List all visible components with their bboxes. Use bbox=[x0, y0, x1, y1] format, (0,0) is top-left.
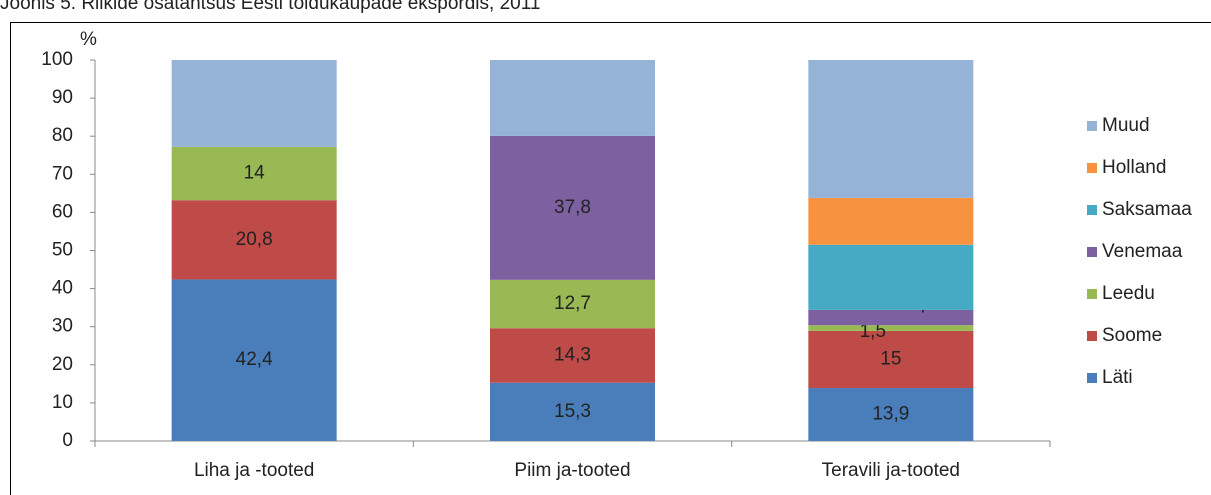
legend-label: Muud bbox=[1102, 115, 1150, 136]
legend-label: Holland bbox=[1102, 157, 1166, 178]
x-tick-label: Piim ja-tooted bbox=[514, 460, 630, 481]
data-label: 15,3 bbox=[554, 401, 591, 422]
y-tick-label: 70 bbox=[52, 163, 73, 184]
legend-swatch bbox=[1087, 289, 1097, 299]
bar-segment bbox=[171, 279, 337, 441]
bar-segment bbox=[808, 244, 974, 310]
data-label: 13,9 bbox=[872, 404, 909, 425]
legend-swatch bbox=[1087, 331, 1097, 341]
data-label: 15 bbox=[880, 348, 901, 369]
bar-segment bbox=[171, 146, 337, 201]
legend-label: Saksamaa bbox=[1102, 199, 1192, 220]
legend-label: Soome bbox=[1102, 325, 1162, 346]
bar-segment bbox=[808, 388, 974, 441]
bar-segment bbox=[808, 330, 974, 389]
bar-segment bbox=[808, 197, 974, 245]
y-axis-label: % bbox=[80, 29, 97, 50]
data-label: 20,8 bbox=[236, 229, 273, 250]
chart-title: Joonis 5. Riikide osatähtsus Eesti toidu… bbox=[0, 0, 540, 14]
bar-segment bbox=[171, 60, 337, 147]
y-tick-label: 100 bbox=[41, 49, 73, 70]
bar-segment bbox=[490, 60, 655, 136]
legend-label: Leedu bbox=[1102, 283, 1155, 304]
data-label: 1,5 bbox=[860, 321, 886, 342]
y-tick-label: 60 bbox=[52, 201, 73, 222]
legend-swatch bbox=[1087, 373, 1097, 383]
bar-segment bbox=[808, 325, 974, 331]
bar-segment bbox=[490, 382, 655, 441]
x-tick-label: Teravili ja-tooted bbox=[822, 460, 960, 481]
data-label: 14 bbox=[244, 163, 266, 184]
y-tick-label: 0 bbox=[62, 430, 73, 451]
y-tick-label: 30 bbox=[52, 316, 73, 337]
y-tick-label: 90 bbox=[52, 87, 73, 108]
y-tick-label: 20 bbox=[52, 354, 73, 375]
legend-swatch bbox=[1087, 163, 1097, 173]
y-tick-label: 40 bbox=[52, 278, 73, 299]
y-tick-label: 10 bbox=[52, 392, 73, 413]
y-tick-label: 50 bbox=[52, 240, 73, 261]
data-label: 14,3 bbox=[554, 344, 591, 365]
chart-frame bbox=[10, 22, 1211, 495]
legend-swatch bbox=[1087, 205, 1097, 215]
legend-label: Läti bbox=[1102, 367, 1133, 388]
data-label: 12,7 bbox=[554, 293, 591, 314]
legend-swatch bbox=[1087, 121, 1097, 131]
bar-segment bbox=[490, 135, 655, 280]
bar-segment bbox=[490, 328, 655, 383]
y-tick-label: 80 bbox=[52, 125, 73, 146]
x-tick-label: Liha ja -tooted bbox=[194, 460, 314, 481]
data-label: 42,4 bbox=[236, 349, 273, 370]
legend-label: Venemaa bbox=[1102, 241, 1183, 262]
bar-segment bbox=[171, 200, 337, 280]
bar-segment bbox=[808, 60, 974, 198]
bar-segment bbox=[808, 309, 974, 326]
data-label: 37,8 bbox=[554, 197, 591, 218]
bar-segment bbox=[490, 279, 655, 329]
legend-swatch bbox=[1087, 247, 1097, 257]
